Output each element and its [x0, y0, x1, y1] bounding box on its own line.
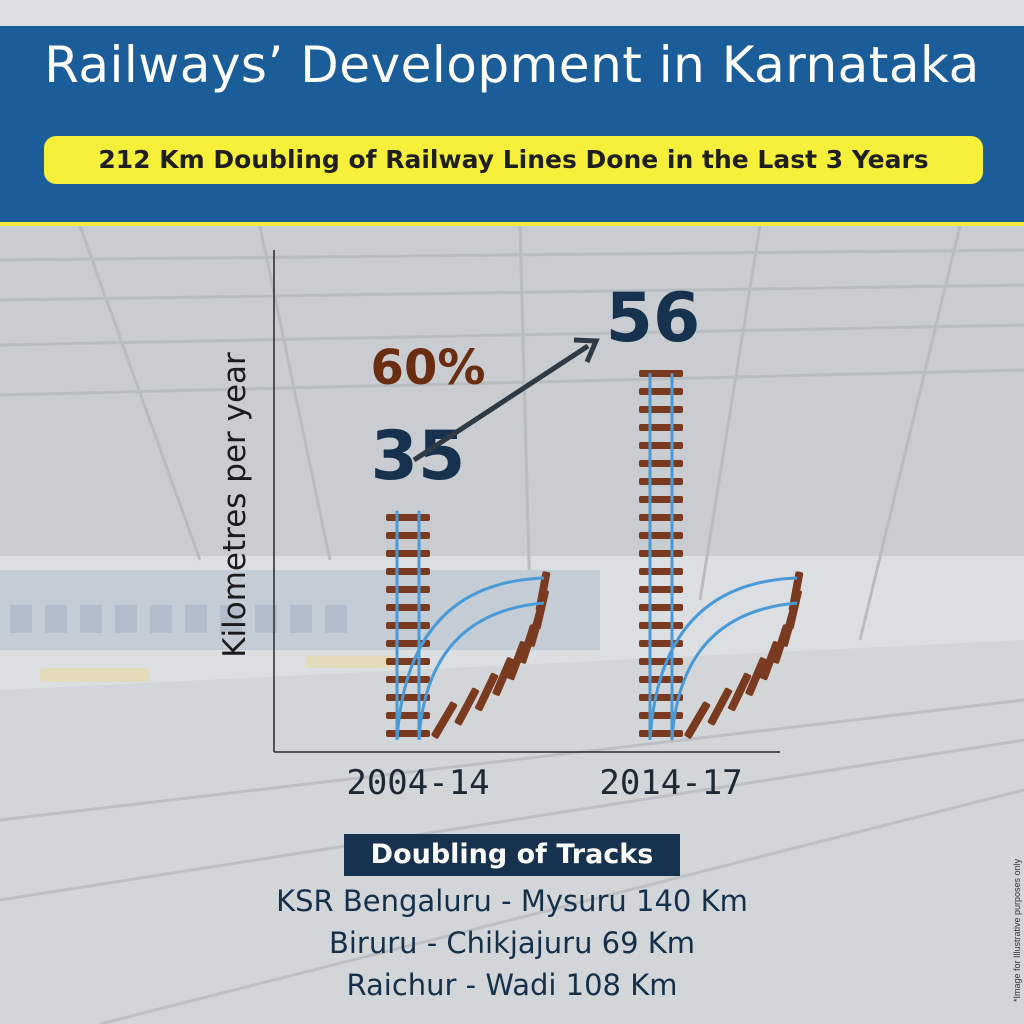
track-sleeper: [639, 424, 683, 431]
track-sleeper: [639, 496, 683, 503]
branch-sleeper: [707, 687, 733, 726]
branch-sleeper: [535, 571, 551, 612]
track-sleeper: [386, 586, 430, 593]
track-sleeper: [639, 604, 683, 611]
track-sleeper: [639, 730, 683, 737]
track-sleeper: [386, 550, 430, 557]
header-banner: [0, 26, 1024, 222]
x-tick-label: 2014-17: [599, 763, 742, 803]
branch-sleeper: [745, 657, 768, 696]
x-tick-label: 2004-14: [346, 763, 489, 803]
route-item: Biruru - Chikjajuru 69 Km: [328, 926, 696, 960]
branch-sleeper: [788, 571, 804, 612]
branch-sleeper: [728, 672, 752, 712]
branch-sleeper: [492, 657, 515, 696]
growth-label: 60%: [371, 340, 486, 396]
track-sleeper: [639, 388, 683, 395]
branch-rail: [670, 601, 798, 741]
doubling-heading: Doubling of Tracks: [344, 834, 680, 876]
track-sleeper: [386, 658, 430, 665]
value-label: 56: [606, 279, 701, 358]
track-sleeper: [639, 370, 683, 377]
branch-sleeper: [454, 687, 480, 726]
track-sleeper: [639, 586, 683, 593]
track-sleeper: [386, 568, 430, 575]
track-sleeper: [639, 406, 683, 413]
track-sleeper: [639, 478, 683, 485]
branch-rail: [417, 601, 545, 741]
track-sleeper: [639, 442, 683, 449]
y-axis-label: Kilometres per year: [217, 352, 253, 658]
branch-sleeper: [684, 701, 711, 739]
branch-sleeper: [475, 672, 499, 712]
track-sleeper: [639, 460, 683, 467]
track-sleeper: [386, 514, 430, 521]
track-sleeper: [639, 550, 683, 557]
track-sleeper: [386, 604, 430, 611]
branch-sleeper: [431, 701, 458, 739]
track-sleeper: [639, 568, 683, 575]
track-sleeper: [386, 622, 430, 629]
page-title: Railways’ Development in Karnataka: [44, 36, 980, 94]
track-sleeper: [639, 658, 683, 665]
branch-rail: [395, 576, 545, 741]
route-item: KSR Bengaluru - Mysuru 140 Km: [276, 884, 748, 918]
track-sleeper: [386, 730, 430, 737]
track-sleeper: [639, 514, 683, 521]
illustrative-footnote: *Image for Illustrative purposes only: [1012, 858, 1022, 1002]
branch-rail: [648, 576, 798, 741]
track-sleeper: [639, 622, 683, 629]
growth-arrow: [412, 337, 600, 463]
track-sleeper: [386, 532, 430, 539]
header-divider: [0, 222, 1024, 226]
track-sleeper: [639, 532, 683, 539]
subtitle-banner: 212 Km Doubling of Railway Lines Done in…: [44, 136, 983, 184]
route-item: Raichur - Wadi 108 Km: [346, 968, 678, 1002]
